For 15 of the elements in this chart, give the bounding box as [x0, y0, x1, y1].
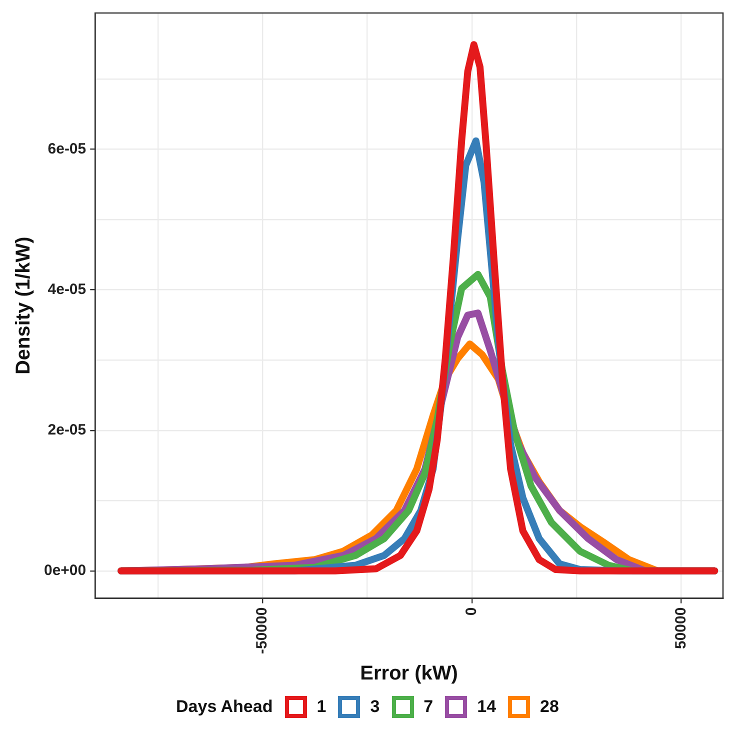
x-axis-title: Error (kW): [360, 662, 458, 685]
y-axis-title: Density (1/kW): [12, 236, 35, 375]
legend-label: 1: [316, 697, 326, 717]
legend-title: Days Ahead: [176, 697, 273, 717]
legend-label: 7: [424, 697, 434, 717]
x-tick-label: 0: [462, 607, 480, 616]
y-tick-label: 2e-05: [48, 422, 86, 439]
x-tick-label: -50000: [254, 607, 271, 654]
y-tick-label: 4e-05: [48, 280, 86, 298]
legend-label: 14: [477, 697, 496, 717]
legend-label: 3: [370, 697, 380, 717]
legend-label: 28: [540, 697, 559, 717]
y-tick-label: 0e+00: [44, 562, 86, 580]
x-tick-label: 50000: [672, 607, 690, 650]
y-tick-label: 6e-05: [48, 140, 86, 158]
